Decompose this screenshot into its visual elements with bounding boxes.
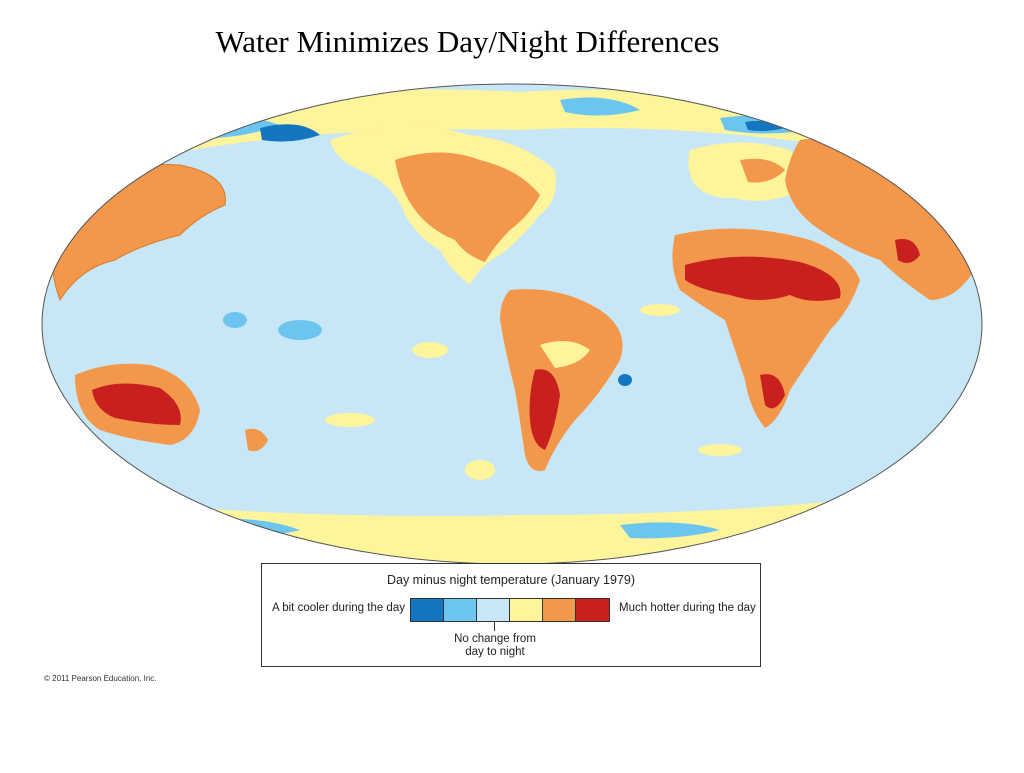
arctic-deep-blue [260, 124, 320, 142]
north-america [395, 152, 540, 262]
ocean-blue-blob [278, 320, 322, 340]
legend-title: Day minus night temperature (January 197… [386, 573, 636, 587]
legend-left-label: A bit cooler during the day [272, 602, 405, 614]
amazon-yellow [540, 341, 590, 368]
ocean-blob [698, 444, 742, 456]
legend: Day minus night temperature (January 197… [261, 563, 761, 667]
legend-center-label: No change from day to night [430, 633, 560, 659]
sahara-red [685, 256, 841, 301]
australia-red [92, 383, 181, 425]
ocean-blob [325, 413, 375, 427]
greenland-blue [560, 97, 640, 116]
ocean-blob [412, 342, 448, 358]
europe-orange [740, 158, 785, 183]
page-title: Water Minimizes Day/Night Differences [215, 24, 720, 59]
legend-swatch-slightly-hotter [510, 599, 543, 621]
ocean-blob [465, 460, 495, 480]
legend-swatch-bit-cooler [444, 599, 477, 621]
south-america-red [529, 369, 560, 450]
antarctica-blue [620, 522, 720, 539]
legend-center-tick [494, 621, 495, 631]
legend-swatches [410, 598, 610, 622]
ocean-deep-blue-blob [618, 374, 632, 386]
ocean-blob [640, 304, 680, 316]
legend-swatch-much-cooler [411, 599, 444, 621]
legend-right-label: Much hotter during the day [619, 602, 756, 614]
new-zealand [245, 428, 268, 452]
ocean-blue-blob [223, 312, 247, 328]
europe [688, 142, 800, 201]
legend-swatch-much-hotter [576, 599, 609, 621]
legend-center-label-line2: day to night [465, 646, 525, 658]
legend-center-label-line1: No change from [454, 633, 536, 645]
legend-swatch-hotter [543, 599, 576, 621]
kalahari-red [760, 374, 785, 409]
legend-swatch-no-change [477, 599, 510, 621]
copyright-credit: © 2011 Pearson Education, Inc. [44, 674, 157, 683]
india-red [895, 239, 920, 264]
